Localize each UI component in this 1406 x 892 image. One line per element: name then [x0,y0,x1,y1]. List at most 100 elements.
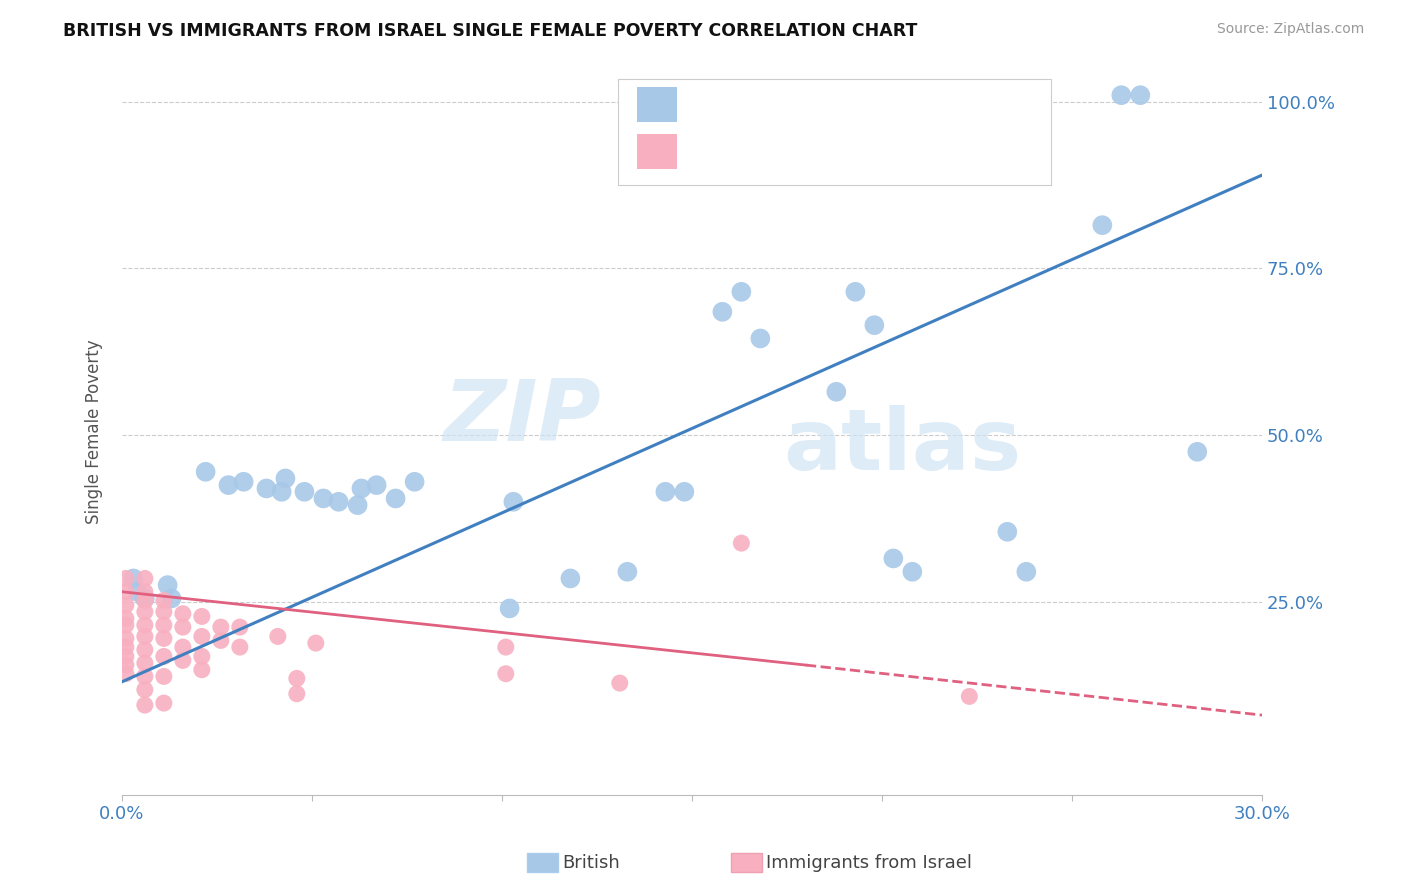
FancyBboxPatch shape [637,87,678,122]
Point [274,471,297,485]
Text: BRITISH VS IMMIGRANTS FROM ISRAEL SINGLE FEMALE POVERTY CORRELATION CHART: BRITISH VS IMMIGRANTS FROM ISRAEL SINGLE… [63,22,918,40]
Point [346,498,368,512]
Text: N =: N = [846,95,890,114]
Point [172,620,194,634]
Point [229,640,252,654]
Point [366,478,388,492]
Y-axis label: Single Female Poverty: Single Female Poverty [86,340,103,524]
Point [134,682,156,697]
Point [134,591,156,606]
Point [115,632,138,646]
Point [172,607,194,621]
Point [172,653,194,667]
Text: R =: R = [692,95,734,114]
Point [498,601,520,615]
Point [115,666,138,681]
Text: British: British [562,854,620,871]
Point [115,658,138,673]
FancyBboxPatch shape [637,135,678,169]
Point [172,640,194,654]
Point [134,669,156,683]
Text: -0.298: -0.298 [747,143,817,161]
Point [1091,218,1114,232]
Point [384,491,406,506]
Point [194,465,217,479]
Point [350,482,373,496]
Point [673,484,696,499]
Point [1015,565,1038,579]
Point [844,285,866,299]
Point [957,690,980,704]
Point [153,669,176,683]
Point [232,475,254,489]
Point [191,663,214,677]
Point [115,571,138,585]
Point [254,482,277,496]
Point [191,649,214,664]
Point [404,475,426,489]
Point [115,611,138,625]
Point [1129,88,1152,103]
Point [863,318,886,333]
Point [825,384,848,399]
Point [134,656,156,670]
Text: Source: ZipAtlas.com: Source: ZipAtlas.com [1216,22,1364,37]
Point [267,629,290,643]
Point [127,584,149,599]
FancyBboxPatch shape [617,79,1052,185]
Point [495,640,517,654]
Point [285,687,308,701]
Point [312,491,335,506]
Point [160,591,183,606]
Point [217,478,239,492]
Point [730,536,752,550]
Point [191,629,214,643]
Point [294,484,316,499]
Text: 0.482: 0.482 [747,95,808,114]
Point [209,620,232,634]
Point [609,676,631,690]
Point [156,578,179,592]
Point [229,620,252,634]
Point [285,672,308,686]
Point [153,593,176,607]
Point [134,605,156,619]
Point [882,551,904,566]
Point [749,331,772,345]
Point [305,636,328,650]
Point [153,618,176,632]
Point [134,642,156,657]
Point [134,584,156,599]
Point [153,632,176,646]
Point [153,696,176,710]
Text: ZIP: ZIP [443,376,600,458]
Point [502,495,524,509]
Point [115,584,138,599]
Point [134,571,156,585]
Point [711,305,734,319]
Point [654,484,676,499]
Text: R =: R = [692,143,734,161]
Point [995,524,1018,539]
Point [134,593,156,607]
Point [115,649,138,664]
Point [115,640,138,654]
Point [122,571,145,585]
Point [134,698,156,712]
Point [115,598,138,612]
Point [153,649,176,664]
Point [616,565,638,579]
Point [134,618,156,632]
Point [270,484,292,499]
Point [328,495,350,509]
Text: N =: N = [846,143,890,161]
Point [901,565,924,579]
Text: 49: 49 [901,143,928,161]
Point [209,633,232,648]
Text: atlas: atlas [783,405,1021,488]
Point [560,571,582,585]
Point [495,666,517,681]
Point [1111,88,1133,103]
Point [134,629,156,643]
Text: 39: 39 [901,95,928,114]
